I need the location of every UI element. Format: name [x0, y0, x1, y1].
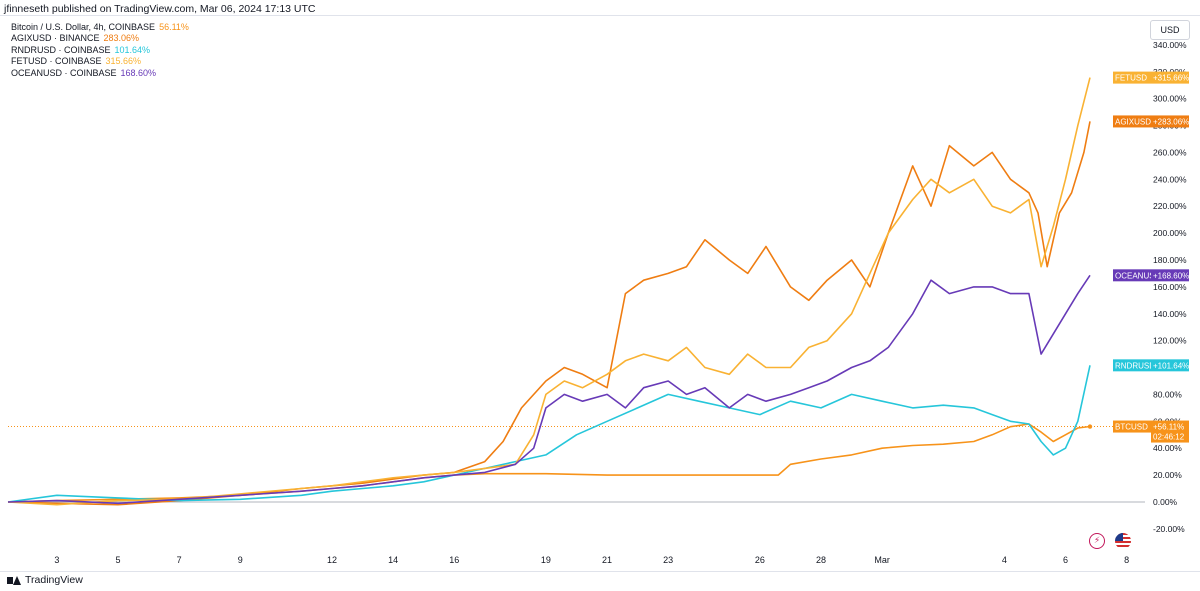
- x-tick-label: 21: [602, 555, 612, 565]
- x-tick-label: Mar: [874, 555, 890, 565]
- legend-name: AGIXUSD · BINANCE: [11, 33, 100, 44]
- series-legend: Bitcoin / U.S. Dollar, 4h, COINBASE 56.11…: [11, 22, 189, 79]
- x-tick-label: 12: [327, 555, 337, 565]
- legend-name: FETUSD · COINBASE: [11, 56, 102, 67]
- chart-frame: [0, 15, 1200, 572]
- tradingview-footer: TradingView: [7, 574, 83, 586]
- price-tag-value-bg: [1151, 359, 1189, 372]
- x-tick-label: 4: [1002, 555, 1007, 565]
- tradingview-logo-icon: [7, 575, 21, 585]
- series-line-agixusd[interactable]: [7, 121, 1091, 506]
- legend-row-ocean[interactable]: OCEANUSD · COINBASE 168.60%: [11, 68, 189, 79]
- legend-value: 315.66%: [105, 56, 142, 67]
- price-tags: FETUSD +315.66% AGIXUSD +283.06% OCEANUSD+16…: [1113, 71, 1189, 443]
- series-line-oceanusd[interactable]: [7, 274, 1091, 505]
- price-tag-value-bg: [1151, 71, 1189, 84]
- x-tick-label: 3: [54, 555, 59, 565]
- y-tick-label: 340.00%: [1153, 40, 1187, 50]
- price-tag-label: RNDRUSD: [1115, 361, 1155, 370]
- us-flag-icon[interactable]: [1115, 533, 1131, 549]
- x-tick-label: 7: [177, 555, 182, 565]
- price-tag-label: OCEANUSD: [1115, 271, 1161, 280]
- price-tag-countdown: 02:46:12: [1153, 433, 1185, 442]
- tradingview-brand: TradingView: [25, 574, 83, 586]
- price-tag-rndrusd[interactable]: RNDRUSD+101.64%: [1113, 359, 1189, 372]
- y-tick-label: 260.00%: [1153, 147, 1187, 157]
- x-tick-label: 26: [755, 555, 765, 565]
- x-axis: 3 5 7 9 12 14 16 19 21 23 26 28 Mar 4 6 8: [54, 555, 1129, 565]
- price-tag-label-bg: [1113, 269, 1151, 282]
- series-line-btcusd[interactable]: [7, 423, 1091, 503]
- price-tag-agixusd[interactable]: AGIXUSD +283.06%: [1113, 115, 1189, 128]
- price-tag-label: BTCUSD: [1115, 423, 1148, 432]
- series-line-fetusd[interactable]: [7, 77, 1091, 506]
- y-tick-label: 0.00%: [1153, 497, 1178, 507]
- price-tag-btcusd[interactable]: BTCUSD +56.11%02:46:12: [1113, 420, 1189, 443]
- price-tag-value: +315.66%: [1153, 74, 1189, 83]
- series-lines: [7, 77, 1145, 506]
- x-tick-label: 8: [1124, 555, 1129, 565]
- x-tick-label: 6: [1063, 555, 1068, 565]
- y-tick-label: 80.00%: [1153, 389, 1182, 399]
- currency-selector[interactable]: USD: [1150, 20, 1190, 40]
- series-line-rndrusd[interactable]: [7, 365, 1091, 503]
- legend-value: 283.06%: [103, 33, 140, 44]
- x-tick-label: 19: [541, 555, 551, 565]
- y-tick-label: -20.00%: [1153, 524, 1185, 534]
- legend-row-agix[interactable]: AGIXUSD · BINANCE 283.06%: [11, 33, 189, 44]
- price-tag-value-bg: [1151, 420, 1189, 443]
- legend-name: Bitcoin / U.S. Dollar, 4h, COINBASE: [11, 22, 156, 32]
- y-tick-label: 140.00%: [1153, 309, 1187, 319]
- legend-name: OCEANUSD · COINBASE: [11, 67, 117, 78]
- y-tick-label: 120.00%: [1153, 336, 1187, 346]
- legend-row-btc[interactable]: Bitcoin / U.S. Dollar, 4h, COINBASE 56.11…: [11, 22, 189, 33]
- y-tick-label: 40.00%: [1153, 443, 1182, 453]
- legend-value: 101.64%: [114, 44, 151, 55]
- price-tag-label-bg: [1113, 115, 1151, 128]
- legend-value: 56.11%: [159, 22, 189, 32]
- price-tag-value: +168.60%: [1153, 271, 1189, 280]
- price-tag-value-bg: [1151, 115, 1189, 128]
- y-tick-label: 200.00%: [1153, 228, 1187, 238]
- price-tag-label: AGIXUSD: [1115, 117, 1151, 126]
- price-tag-value: +101.64%: [1153, 361, 1189, 370]
- x-tick-label: 9: [238, 555, 243, 565]
- price-tag-value: +56.11%: [1153, 423, 1184, 432]
- price-tag-value-bg: [1151, 269, 1189, 282]
- price-tag-label-bg: [1113, 71, 1151, 84]
- x-tick-label: 5: [116, 555, 121, 565]
- x-tick-label: 16: [449, 555, 459, 565]
- y-tick-label: 20.00%: [1153, 470, 1182, 480]
- price-tag-value: +283.06%: [1153, 117, 1189, 126]
- x-tick-label: 14: [388, 555, 398, 565]
- y-tick-label: 300.00%: [1153, 94, 1187, 104]
- y-axis: -20.00%0.00%20.00%40.00%60.00%80.00%100.…: [1153, 40, 1187, 534]
- legend-row-rndr[interactable]: RNDRUSD · COINBASE 101.64%: [11, 45, 189, 56]
- legend-name: RNDRUSD · COINBASE: [11, 44, 111, 55]
- legend-row-fet[interactable]: FETUSD · COINBASE 315.66%: [11, 56, 189, 67]
- y-tick-label: 240.00%: [1153, 174, 1187, 184]
- y-tick-label: 160.00%: [1153, 282, 1187, 292]
- legend-value: 168.60%: [120, 67, 157, 78]
- price-tag-label-bg: [1113, 359, 1151, 372]
- x-tick-label: 23: [663, 555, 673, 565]
- price-tag-label-bg: [1113, 420, 1151, 433]
- price-tag-fetusd[interactable]: FETUSD +315.66%: [1113, 71, 1189, 84]
- btc-last-point: [1087, 424, 1093, 429]
- price-tag-oceanusd[interactable]: OCEANUSD+168.60%: [1113, 269, 1189, 282]
- y-tick-label: 180.00%: [1153, 255, 1187, 265]
- x-tick-label: 28: [816, 555, 826, 565]
- published-by-text: jfinneseth published on TradingView.com,…: [4, 3, 316, 15]
- y-tick-label: 220.00%: [1153, 201, 1187, 211]
- price-tag-label: FETUSD: [1115, 74, 1147, 83]
- lightning-icon[interactable]: ⚡: [1089, 533, 1105, 549]
